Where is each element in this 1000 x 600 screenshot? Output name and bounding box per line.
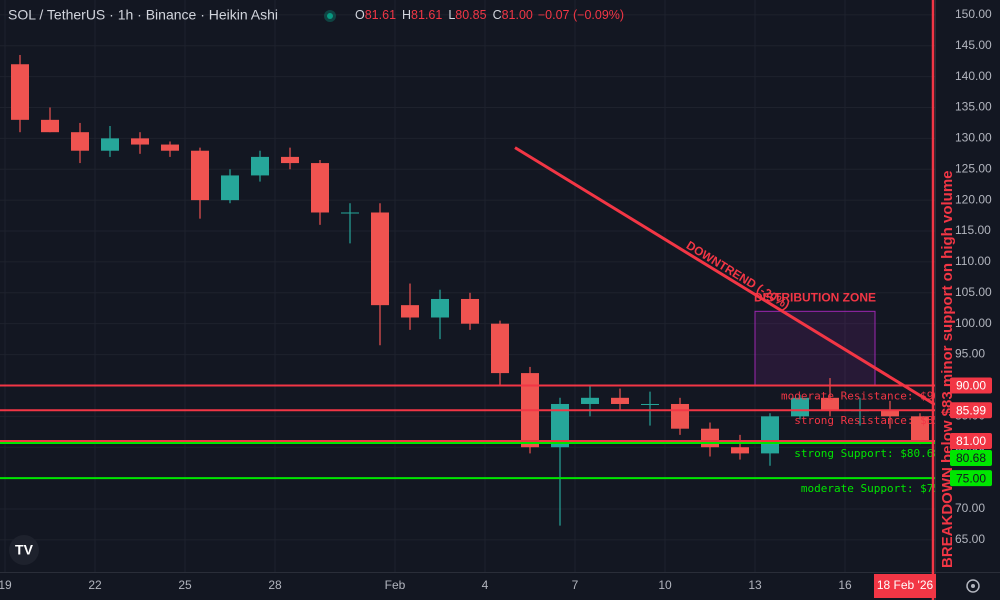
ohlc-label: C	[493, 8, 502, 22]
y-tick-label: 115.00	[955, 223, 991, 237]
price-tag-label: 75.00	[956, 471, 986, 485]
settings-icon[interactable]	[966, 579, 980, 593]
candle-body	[221, 175, 239, 201]
candle-body	[371, 212, 389, 306]
price-tag-label: 80.68	[956, 451, 986, 465]
price-tag: 85.99	[950, 402, 992, 419]
x-tick-label: 7	[572, 578, 579, 592]
ohlc-value: 81.00	[502, 8, 533, 22]
y-tick-label: 110.00	[955, 254, 991, 268]
y-tick-label: 65.00	[955, 532, 985, 546]
distribution-zone	[754, 310, 876, 386]
candle-body	[911, 416, 929, 442]
candle-body	[491, 323, 509, 374]
ohlc-value: 81.61	[365, 8, 396, 22]
logo: TV	[9, 535, 39, 565]
candle-body	[611, 397, 629, 404]
candle-body	[641, 403, 659, 405]
candle-body	[881, 410, 899, 417]
price-tag: 81.00	[950, 433, 992, 450]
price-tag-bg	[950, 433, 992, 450]
y-tick-label: 140.00	[955, 69, 992, 83]
y-tick-label: 130.00	[955, 131, 992, 145]
price-tag-bg	[950, 402, 992, 419]
header: SOL / TetherUS · 1h · Binance · Heikin A…	[8, 7, 624, 23]
y-tick-label: 100.00	[955, 316, 992, 330]
x-tick-label: 16	[838, 578, 852, 592]
candle-body	[401, 305, 419, 318]
candle-body	[11, 64, 29, 120]
y-tick-label: 105.00	[955, 285, 992, 299]
date-tag-bg	[874, 574, 936, 598]
candle-body	[461, 298, 479, 324]
candle-body	[821, 397, 839, 411]
x-tick-label: 28	[268, 578, 282, 592]
y-tick-label: 95.00	[955, 347, 985, 361]
ohlc-value: 81.61	[411, 8, 442, 22]
date-tag-label: 18 Feb '26	[877, 578, 934, 592]
change-value: −0.07 (−0.09%)	[538, 8, 624, 22]
trendline	[514, 146, 935, 406]
ohlc-line: O81.61 H81.61 L80.85 C81.00 −0.07 (−0.09%)	[355, 8, 624, 22]
candle-body	[101, 138, 119, 151]
y-tick-label: 120.00	[955, 192, 992, 206]
ohlc-label: L	[448, 8, 455, 22]
price-tag-bg	[950, 450, 992, 467]
candle-body	[191, 150, 209, 201]
level-label: strong Resistance: $85	[794, 414, 940, 427]
price-tag-label: 85.99	[956, 403, 986, 417]
price-tag-label: 81.00	[956, 434, 986, 448]
y-tick-label: 145.00	[955, 38, 992, 52]
y-tick-label: 70.00	[955, 501, 985, 515]
status-dot	[327, 13, 333, 19]
level-label: strong Support: $80.68	[794, 447, 940, 460]
ohlc-label: H	[402, 8, 411, 22]
ohlc-label: O	[355, 8, 365, 22]
x-tick-label: 19	[0, 578, 12, 592]
candle-body	[281, 156, 299, 164]
level-label: moderate Resistance: $90	[781, 389, 940, 402]
y-tick-label: 135.00	[955, 100, 992, 114]
candle-body	[731, 447, 749, 454]
candle-body	[341, 212, 359, 214]
candle-body	[581, 397, 599, 404]
candle-body	[251, 156, 269, 176]
price-tag: 80.68	[950, 450, 992, 467]
price-tag: 90.00	[950, 377, 992, 394]
x-tick-label: 22	[88, 578, 102, 592]
candle-body	[41, 119, 59, 133]
price-tag: 75.00	[950, 470, 992, 487]
x-tick-label: 13	[748, 578, 762, 592]
candle-body	[431, 298, 449, 318]
x-tick-label: 10	[658, 578, 672, 592]
candle-body	[71, 132, 89, 151]
candle-body	[131, 138, 149, 145]
y-tick-label: 150.00	[955, 7, 992, 21]
price-tag-bg	[950, 377, 992, 394]
candle-body	[761, 416, 779, 454]
svg-text:TV: TV	[15, 542, 34, 558]
candle-body	[701, 428, 719, 448]
level-label: moderate Support: $75	[801, 482, 940, 495]
breakdown-label: BREAKDOWN below $83 minor support on hig…	[939, 170, 956, 568]
candle-body	[671, 403, 689, 429]
ohlc-value: 80.85	[455, 8, 486, 22]
candle-body	[161, 144, 179, 151]
price-tag-bg	[950, 470, 992, 487]
x-tick-label: 4	[482, 578, 489, 592]
candle-body	[791, 397, 809, 417]
symbol-title: SOL / TetherUS · 1h · Binance · Heikin A…	[8, 7, 278, 23]
candle-body	[551, 403, 569, 448]
y-tick-label: 125.00	[955, 161, 992, 175]
x-tick-label: 25	[178, 578, 192, 592]
zone-label: DISTRIBUTION ZONE	[754, 290, 876, 304]
price-tag-label: 90.00	[956, 379, 986, 393]
x-tick-label: Feb	[385, 578, 406, 592]
candle-body	[311, 163, 329, 213]
